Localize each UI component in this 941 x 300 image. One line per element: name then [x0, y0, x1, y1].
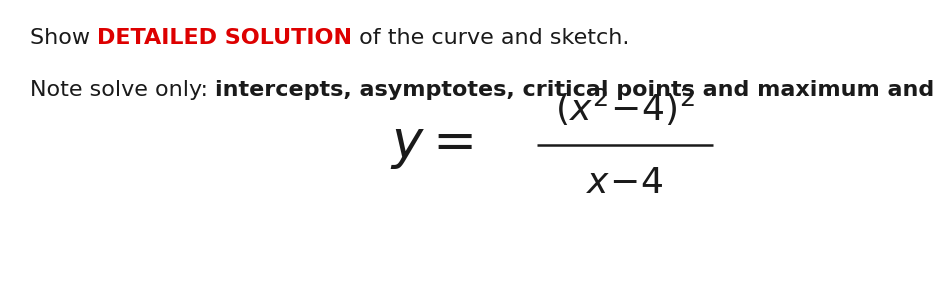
- Text: $(x^2\!-\!4)^2$: $(x^2\!-\!4)^2$: [555, 86, 695, 128]
- Text: $x\!-\!4$: $x\!-\!4$: [586, 166, 664, 200]
- Text: of the curve and sketch.: of the curve and sketch.: [352, 28, 630, 48]
- Text: DETAILED SOLUTION: DETAILED SOLUTION: [97, 28, 352, 48]
- Text: Note solve only:: Note solve only:: [30, 80, 215, 100]
- Text: $\mathit{y}=$: $\mathit{y}=$: [390, 119, 473, 171]
- Text: intercepts, asymptotes, critical points and maximum and minimum.: intercepts, asymptotes, critical points …: [215, 80, 941, 100]
- Text: Show: Show: [30, 28, 97, 48]
